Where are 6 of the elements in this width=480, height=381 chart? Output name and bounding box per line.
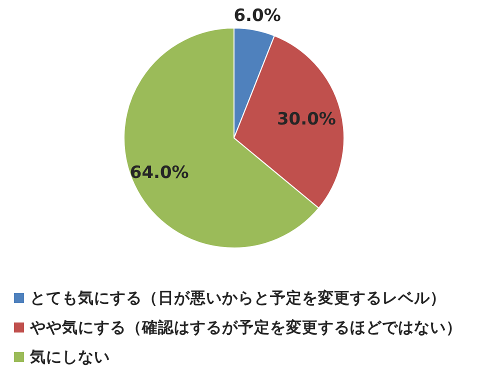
data-label: 30.0% [276,109,336,130]
data-label: 6.0% [234,6,281,26]
data-label: 64.0% [130,163,189,184]
legend-label: とても気にする（日が悪いからと予定を変更するレベル） [30,288,446,307]
legend-label: やや気にする（確認はするが予定を変更するほどではない） [29,318,462,336]
legend-label: 気にしない [29,348,110,366]
